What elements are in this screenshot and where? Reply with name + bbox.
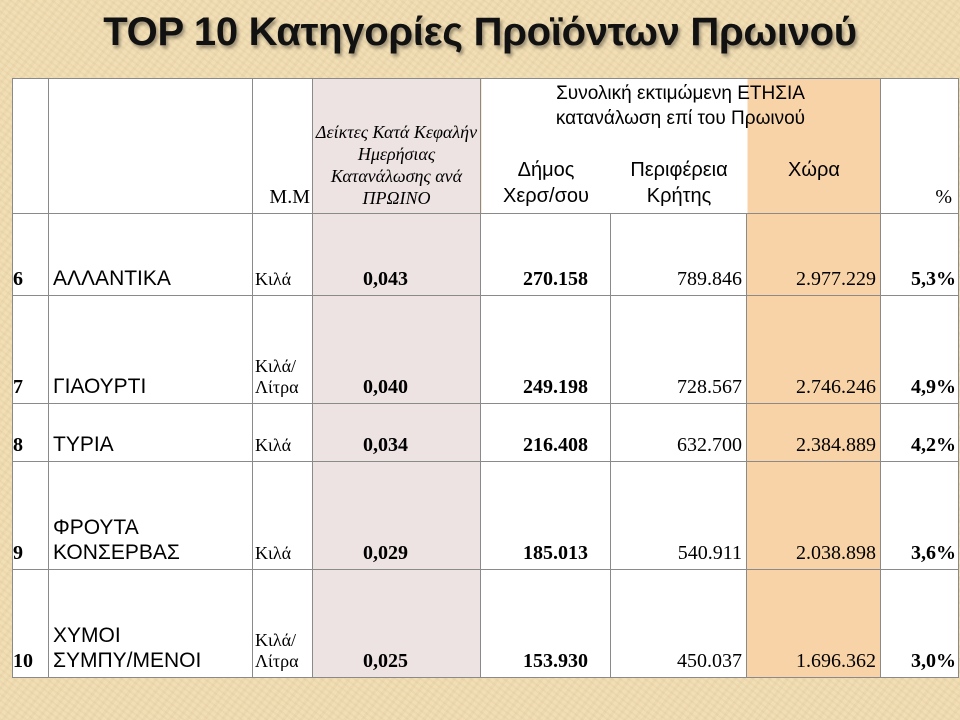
header-annual-consumption-group: Συνολική εκτιμώμενη ΕΤΗΣΙΑ κατανάλωση επ… (480, 78, 881, 214)
region-value: 540.911 (610, 461, 747, 570)
row-index: 6 (12, 213, 49, 296)
header-name-cell (48, 78, 253, 214)
municipality-value: 249.198 (480, 295, 611, 404)
header-index-cell (12, 78, 49, 214)
product-name: ΤΥΡΙΑ (48, 403, 253, 462)
municipality-value: 153.930 (480, 569, 611, 678)
unit-measure: Κιλά/Λίτρα (252, 569, 313, 678)
row-index: 7 (12, 295, 49, 404)
unit-measure: Κιλά (252, 403, 313, 462)
product-name: ΓΙΑΟΥΡΤΙ (48, 295, 253, 404)
country-value: 1.696.362 (746, 569, 881, 678)
country-value: 2.977.229 (746, 213, 881, 296)
product-name: ΦΡΟΥΤΑ ΚΟΝΣΕΡΒΑΣ (48, 461, 253, 570)
country-value: 2.384.889 (746, 403, 881, 462)
page-title: TOP 10 Κατηγορίες Προϊόντων Πρωινού (103, 10, 857, 54)
header-municipality: Δήμος Χερσ/σου (503, 159, 589, 207)
table-row: 7 ΓΙΑΟΥΡΤΙ Κιλά/Λίτρα 0,040 249.198 728.567 2.… (12, 295, 959, 404)
breakfast-consumption-table: Μ.Μ Δείκτες Κατά Κεφαλήν Ημερήσιας Καταν… (12, 78, 959, 678)
region-value: 789.846 (610, 213, 747, 296)
product-name: ΑΛΛΑΝΤΙΚΑ (48, 213, 253, 296)
unit-measure: Κιλά (252, 461, 313, 570)
table-header-row: Μ.Μ Δείκτες Κατά Κεφαλήν Ημερήσιας Καταν… (12, 78, 959, 214)
table-row: 8 ΤΥΡΙΑ Κιλά 0,034 216.408 632.700 2.384.889 4,… (12, 403, 959, 462)
row-index: 9 (12, 461, 49, 570)
table-row: 10 ΧΥΜΟΙ ΣΥΜΠΥ/ΜΕΝΟΙ Κιλά/Λίτρα 0,025 153.930… (12, 569, 959, 678)
header-group-title: Συνολική εκτιμώμενη ΕΤΗΣΙΑ κατανάλωση επ… (555, 83, 806, 129)
municipality-value: 216.408 (480, 403, 611, 462)
country-value: 2.038.898 (746, 461, 881, 570)
per-capita-indicator: 0,043 (312, 213, 481, 296)
percent-value: 3,0% (880, 569, 959, 678)
table-row: 6 ΑΛΛΑΝΤΙΚΑ Κιλά 0,043 270.158 789.846 2.977.2… (12, 213, 959, 296)
header-country: Χώρα (788, 159, 840, 181)
percent-value: 3,6% (880, 461, 959, 570)
product-name: ΧΥΜΟΙ ΣΥΜΠΥ/ΜΕΝΟΙ (48, 569, 253, 678)
municipality-value: 270.158 (480, 213, 611, 296)
region-value: 450.037 (610, 569, 747, 678)
per-capita-indicator: 0,029 (312, 461, 481, 570)
country-value: 2.746.246 (746, 295, 881, 404)
region-value: 632.700 (610, 403, 747, 462)
unit-measure: Κιλά/Λίτρα (252, 295, 313, 404)
per-capita-indicator: 0,040 (312, 295, 481, 404)
per-capita-indicator: 0,025 (312, 569, 481, 678)
header-percent: % (880, 78, 959, 214)
percent-value: 4,2% (880, 403, 959, 462)
percent-value: 4,9% (880, 295, 959, 404)
row-index: 10 (12, 569, 49, 678)
header-unit: Μ.Μ (252, 78, 313, 214)
per-capita-indicator: 0,034 (312, 403, 481, 462)
region-value: 728.567 (610, 295, 747, 404)
percent-value: 5,3% (880, 213, 959, 296)
unit-measure: Κιλά (252, 213, 313, 296)
header-indicator: Δείκτες Κατά Κεφαλήν Ημερήσιας Κατανάλωσ… (312, 78, 481, 214)
table-row: 9 ΦΡΟΥΤΑ ΚΟΝΣΕΡΒΑΣ Κιλά 0,029 185.013 540.911 2… (12, 461, 959, 570)
header-region: Περιφέρεια Κρήτης (630, 159, 728, 207)
municipality-value: 185.013 (480, 461, 611, 570)
row-index: 8 (12, 403, 49, 462)
